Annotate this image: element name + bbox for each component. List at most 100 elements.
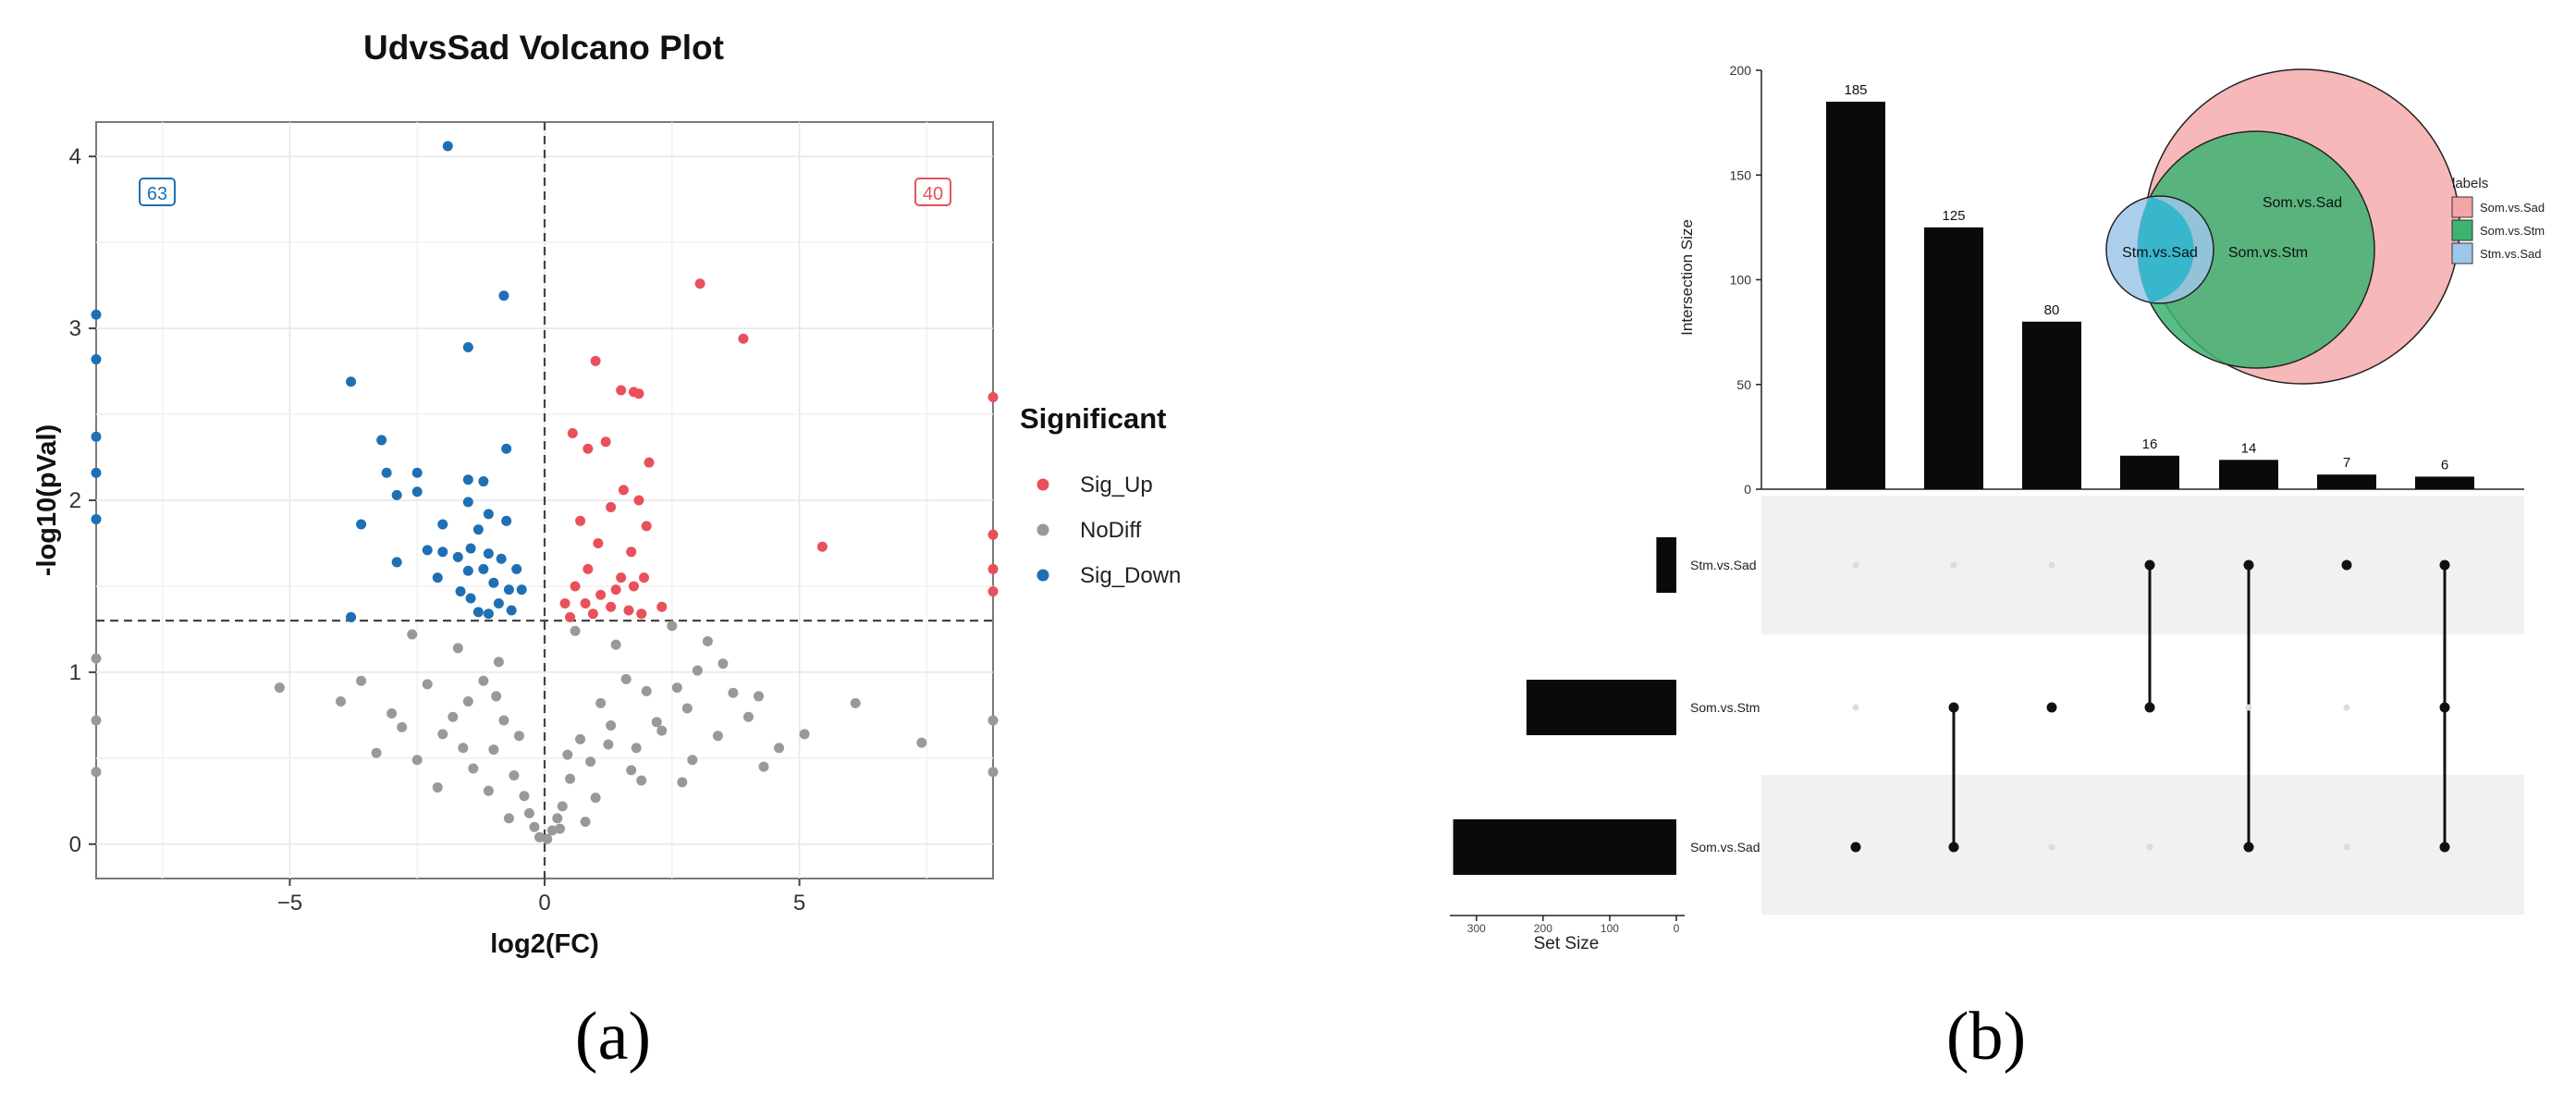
legend-label-sig-up: Sig_Up	[1080, 473, 1153, 498]
point-sig-up	[987, 563, 999, 574]
point-sig-down	[462, 342, 473, 353]
point-nodiff	[91, 653, 102, 664]
point-nodiff	[799, 729, 810, 740]
point-nodiff	[509, 769, 520, 781]
point-sig-up	[583, 563, 594, 574]
point-sig-up	[987, 586, 999, 597]
point-nodiff	[336, 696, 347, 707]
set-size-axis-label: Set Size	[1534, 934, 1600, 953]
point-nodiff	[462, 696, 473, 707]
point-sig-up	[583, 443, 594, 454]
intersection-bars	[1826, 101, 2474, 489]
legend-label-nodiff: NoDiff	[1080, 518, 1142, 543]
matrix-dot-filled	[2439, 842, 2450, 853]
point-nodiff	[562, 749, 573, 760]
legend-swatch-nodiff	[1037, 523, 1049, 536]
point-sig-down	[472, 607, 484, 618]
y-tick-label: 0	[69, 832, 81, 857]
point-nodiff	[656, 725, 668, 736]
point-sig-down	[496, 553, 507, 564]
up-count-badge: 40	[914, 178, 951, 206]
point-sig-down	[493, 598, 504, 609]
point-sig-up	[987, 391, 999, 402]
point-sig-up	[570, 581, 581, 592]
legend-swatch-sig-up	[1037, 478, 1049, 491]
point-sig-up	[567, 427, 578, 438]
point-nodiff	[987, 767, 999, 778]
y-tick-label: 2	[69, 488, 81, 513]
volcano-x-ticks: −5 0 5	[277, 879, 805, 916]
point-sig-down	[91, 431, 102, 442]
venn-legend: labels Som.vs.Sad Som.vs.Stm Stm.vs.Sad	[2451, 176, 2545, 264]
intersection-data-label: 125	[1942, 208, 1965, 224]
point-sig-up	[580, 598, 591, 609]
matrix-dot-empty	[2048, 843, 2055, 851]
venn-legend-items: Som.vs.Sad Som.vs.Stm Stm.vs.Sad	[2451, 196, 2545, 264]
intersection-data-labels: 185 125 80 16 14 7 6	[1844, 82, 2448, 473]
point-nodiff	[503, 813, 514, 824]
matrix-dot-empty	[2245, 704, 2252, 711]
point-nodiff	[437, 729, 448, 740]
point-nodiff	[546, 825, 558, 836]
matrix-dot-filled	[2046, 702, 2057, 713]
point-sig-down	[91, 513, 102, 524]
intersection-data-label: 6	[2441, 457, 2448, 473]
intersection-bar	[2415, 476, 2474, 489]
point-sig-up	[816, 541, 828, 552]
point-nodiff	[519, 791, 530, 802]
matrix-dot-empty	[1950, 561, 1957, 569]
point-nodiff	[850, 697, 861, 708]
venn-overlap-stm-som	[2138, 196, 2194, 303]
point-nodiff	[452, 643, 463, 654]
venn-label-som-vs-sad: Som.vs.Sad	[2263, 195, 2342, 211]
intersection-y-tick-label: 150	[1730, 167, 1752, 182]
point-sig-up	[616, 572, 627, 584]
intersection-data-label: 185	[1844, 82, 1867, 98]
y-tick-label: 4	[69, 144, 81, 169]
point-sig-down	[488, 577, 499, 588]
matrix-dot-empty	[2343, 843, 2350, 851]
intersection-y-tick-label: 50	[1736, 377, 1751, 392]
x-tick-label: 5	[793, 891, 805, 916]
volcano-y-axis-label: -log10(pVal)	[32, 424, 62, 576]
point-nodiff	[718, 658, 729, 670]
point-nodiff	[458, 743, 469, 754]
matrix-dot-filled	[2243, 842, 2254, 853]
point-nodiff	[595, 697, 607, 708]
y-tick-label: 1	[69, 660, 81, 685]
point-nodiff	[498, 715, 509, 726]
intersection-bar	[2120, 455, 2179, 489]
matrix-row-band	[1761, 775, 2524, 915]
point-sig-down	[422, 545, 433, 556]
point-sig-up	[636, 608, 647, 620]
point-nodiff	[610, 639, 621, 650]
point-nodiff	[432, 781, 443, 793]
point-nodiff	[555, 823, 566, 834]
point-nodiff	[407, 629, 418, 640]
volcano-title: UdvsSad Volcano Plot	[363, 29, 724, 67]
set-size-tick-label: 100	[1601, 922, 1619, 935]
point-sig-down	[346, 611, 357, 622]
point-nodiff	[681, 703, 693, 714]
point-nodiff	[585, 756, 596, 768]
x-tick-label: −5	[277, 891, 302, 916]
point-sig-down	[91, 354, 102, 365]
point-nodiff	[493, 657, 504, 668]
matrix-dot-filled	[2439, 702, 2450, 713]
point-sig-down	[498, 290, 509, 301]
point-nodiff	[671, 682, 682, 694]
point-nodiff	[728, 687, 739, 698]
point-sig-up	[606, 601, 617, 612]
venn-legend-label: Stm.vs.Sad	[2480, 247, 2541, 261]
point-nodiff	[641, 685, 652, 696]
venn-legend-label: Som.vs.Sad	[2480, 201, 2545, 215]
matrix-dot-empty	[2146, 843, 2153, 851]
set-size-tick-label: 0	[1674, 922, 1680, 935]
intersection-data-label: 7	[2343, 455, 2350, 471]
point-nodiff	[542, 833, 553, 844]
point-sig-down	[516, 584, 527, 596]
point-nodiff	[491, 691, 502, 702]
legend-items: Sig_Up NoDiff Sig_Down	[1037, 473, 1181, 588]
volcano-gridlines	[96, 122, 993, 879]
